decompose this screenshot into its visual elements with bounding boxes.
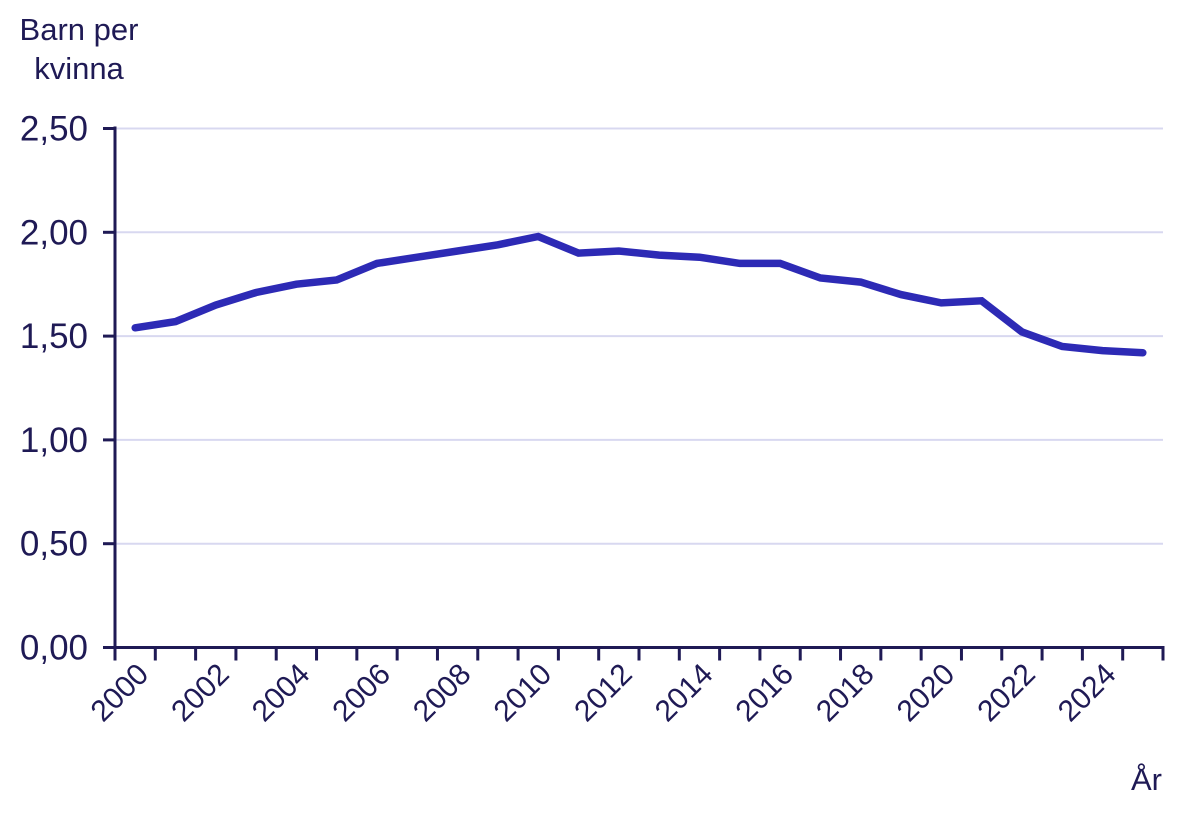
y-tick-labels: 0,00 0,50 1,00 1,50 2,00 2,50	[20, 110, 88, 668]
y-tick-label: 0,50	[20, 525, 88, 564]
axes	[103, 126, 1165, 649]
gridlines	[115, 127, 1163, 545]
fertility-trend-line	[131, 232, 1147, 357]
y-tick-label: 2,50	[20, 110, 88, 149]
data-series	[131, 232, 1147, 357]
x-tick-label: 2012	[568, 658, 639, 729]
y-axis-title: Barn per kvinna	[4, 10, 154, 88]
x-tick-label: 2016	[730, 658, 801, 729]
x-tick-label: 2006	[326, 658, 397, 729]
y-tick-label: 2,00	[20, 213, 88, 252]
x-tick-label: 2010	[488, 658, 559, 729]
x-axis-title: År	[1131, 762, 1162, 797]
x-tick-label: 2022	[971, 658, 1042, 729]
y-tick-label: 1,50	[20, 317, 88, 356]
x-tick-label: 2004	[246, 658, 317, 729]
x-tick-label: 2014	[649, 658, 720, 729]
x-tick-label: 2008	[407, 658, 478, 729]
y-axis-title-line1: Barn per	[19, 12, 139, 47]
x-tick-label: 2020	[891, 658, 962, 729]
y-tick-label: 0,00	[20, 629, 88, 668]
y-axis-title-line2: kvinna	[34, 51, 124, 86]
x-tick-labels: 2000 2002 2004 2006 2008 2010 2012 2014 2016 2018…	[85, 658, 1123, 729]
x-tick-label: 2002	[165, 658, 236, 729]
x-tick-label: 2018	[810, 658, 881, 729]
x-tick-label: 2024	[1052, 658, 1123, 729]
x-tick-label: 2000	[85, 658, 156, 729]
y-tick-label: 1,00	[20, 421, 88, 460]
tick-marks	[103, 127, 1165, 661]
